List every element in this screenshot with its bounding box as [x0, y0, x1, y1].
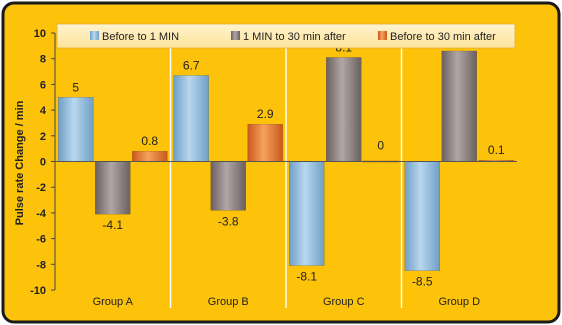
- legend: Before to 1 MIN 1 MIN to 30 min after Be…: [56, 23, 516, 49]
- bar-1-min-to-30-min-after-group-c: [326, 57, 362, 162]
- data-label-before-to-30-min-after-group-c: 0: [377, 139, 384, 153]
- bar-before-to-30-min-after-group-b: [247, 123, 283, 162]
- y-axis-label: Pulse rate Change / min: [14, 100, 26, 225]
- x-tick-label-group-d: Group D: [438, 296, 480, 308]
- bar-before-to-1-min-group-d: [404, 161, 440, 271]
- y-tick-label: -4: [36, 208, 47, 220]
- x-tick-label-group-c: Group C: [323, 296, 365, 308]
- data-label-before-to-1-min-group-a: 5: [72, 80, 79, 94]
- data-label-1-min-to-30-min-after-group-b: -3.8: [218, 214, 239, 228]
- legend-label-before-to-30-min-after: Before to 30 min after: [390, 31, 496, 43]
- y-tick-label: 2: [40, 131, 46, 143]
- legend-box: [56, 23, 516, 49]
- legend-swatch-before-to-1-min: [90, 31, 99, 40]
- bar-before-to-1-min-group-c: [289, 161, 325, 266]
- data-label-before-to-30-min-after-group-b: 2.9: [257, 107, 274, 121]
- bar-before-to-1-min-group-a: [58, 97, 94, 162]
- y-tick-label: 8: [40, 54, 46, 66]
- bar-1-min-to-30-min-after-group-d: [441, 50, 477, 162]
- legend-swatch-before-to-30-min-after: [378, 31, 387, 40]
- legend-label-before-to-1-min: Before to 1 MIN: [102, 31, 179, 43]
- data-label-before-to-1-min-group-b: 6.7: [183, 58, 200, 72]
- legend-swatch-1-min-to-30-min-after: [231, 31, 240, 40]
- data-label-before-to-30-min-after-group-d: 0.1: [488, 143, 505, 157]
- data-label-before-to-1-min-group-d: -8.5: [412, 275, 433, 289]
- y-tick-label: -8: [36, 259, 46, 271]
- y-tick-label: -6: [36, 234, 46, 246]
- data-label-before-to-1-min-group-c: -8.1: [296, 270, 317, 284]
- bar-1-min-to-30-min-after-group-a: [95, 161, 131, 215]
- x-tick-label-group-a: Group A: [93, 296, 134, 308]
- y-tick-label: -10: [30, 285, 46, 297]
- x-tick-label-group-b: Group B: [208, 296, 249, 308]
- data-label-before-to-30-min-after-group-a: 0.8: [141, 134, 158, 148]
- y-tick-label: 0: [40, 157, 46, 169]
- bar-before-to-30-min-after-group-a: [132, 150, 168, 162]
- y-tick-label: 10: [34, 28, 46, 40]
- legend-label-1-min-to-30-min-after: 1 MIN to 30 min after: [243, 31, 346, 43]
- data-label-1-min-to-30-min-after-group-a: -4.1: [102, 218, 123, 232]
- y-tick-label: 4: [40, 105, 47, 117]
- y-tick-label: 6: [40, 79, 46, 91]
- y-tick-label: -2: [36, 182, 46, 194]
- bar-before-to-1-min-group-b: [173, 75, 209, 162]
- bar-1-min-to-30-min-after-group-b: [210, 161, 246, 211]
